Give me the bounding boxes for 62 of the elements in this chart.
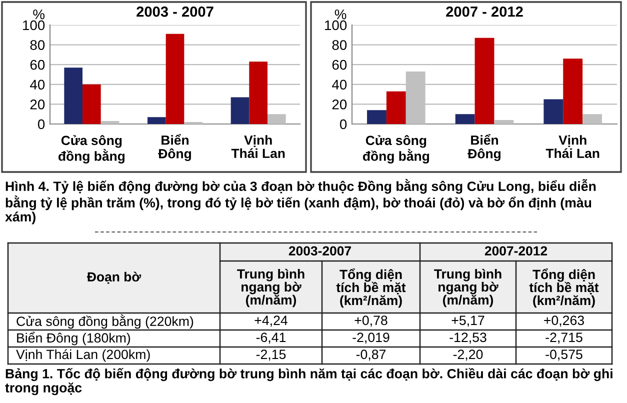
text: -12,53 bbox=[450, 332, 486, 344]
bar bbox=[544, 99, 564, 124]
bar bbox=[474, 38, 494, 124]
text: Vịnh Thái Lan (200km) bbox=[16, 349, 150, 362]
chart-title: 2003 - 2007 bbox=[136, 6, 214, 17]
bar bbox=[494, 120, 514, 124]
text: -2,715 bbox=[546, 332, 582, 344]
y-tick-label: 0 bbox=[38, 119, 45, 130]
text: -0,575 bbox=[546, 350, 582, 361]
text: Tổng diện tích bề mặt (km²/năm) bbox=[336, 268, 406, 308]
bar bbox=[268, 114, 286, 124]
y-tick-label: 80 bbox=[30, 40, 45, 50]
bar bbox=[230, 97, 250, 124]
y-tick-label: 60 bbox=[332, 60, 347, 70]
x-tick-label: Cửa sông đồng bằng bbox=[58, 135, 124, 164]
chart-title: 2007 - 2012 bbox=[446, 6, 523, 17]
text: -0,87 bbox=[356, 350, 386, 361]
x-tick-label: Vịnh Thái Lan bbox=[231, 135, 285, 158]
bar bbox=[148, 117, 166, 124]
y-tick-label: 100 bbox=[325, 20, 347, 30]
y-tick-label: 60 bbox=[30, 60, 45, 70]
x-tick-label: Cửa sông đồng bằng bbox=[363, 135, 429, 164]
y-tick-label: 80 bbox=[332, 40, 347, 50]
y-tick-label: 40 bbox=[332, 80, 347, 90]
y-tick-label: 0 bbox=[340, 119, 347, 130]
text: +5,17 bbox=[452, 316, 484, 327]
y-tick-label: 100 bbox=[23, 20, 45, 30]
x-tick-label: Biển Đông bbox=[158, 134, 191, 162]
text: -2,019 bbox=[352, 332, 390, 344]
text: +0,263 bbox=[544, 316, 584, 327]
text: -6,41 bbox=[256, 332, 286, 344]
bar bbox=[64, 68, 82, 124]
text: 2007-2012 bbox=[484, 246, 548, 256]
text: -2,15 bbox=[256, 350, 286, 361]
bar bbox=[582, 114, 602, 124]
text: Đoạn bờ bbox=[87, 272, 142, 284]
y-tick-label: 40 bbox=[30, 80, 45, 90]
bar bbox=[100, 121, 120, 124]
text: 2003-2007 bbox=[288, 246, 351, 256]
text: -2,20 bbox=[453, 350, 483, 361]
bar bbox=[249, 62, 268, 124]
text: Bảng 1. Tốc độ biến động đường bờ trung bình năm tại các đoạn bờ. Chiều dài các đoạn bờ ghi trong ngoặc bbox=[5, 368, 612, 396]
bar bbox=[82, 84, 101, 124]
text: +4,24 bbox=[254, 316, 288, 327]
x-tick-label: Vịnh Thái Lan bbox=[546, 135, 600, 158]
bar bbox=[563, 58, 583, 124]
bar bbox=[455, 114, 475, 124]
y-tick-label: 20 bbox=[30, 100, 45, 110]
x-tick-label: Biển Đông bbox=[468, 134, 500, 162]
text: Tổng diện tích bề mặt (km²/năm) bbox=[529, 268, 599, 308]
bar bbox=[166, 34, 184, 124]
text: +0,78 bbox=[354, 316, 388, 327]
bar bbox=[367, 110, 386, 124]
text: Hình 4. Tỷ lệ biến động đường bờ của 3 đoạn bờ thuộc Đồng bằng sông Cửu Long, biểu diễn bằng tỷ lệ phần trăm (%), trong đó tỷ lệ bờ tiến (xanh đậm), bờ thoái (đỏ) và bờ ổn định (màu xám) bbox=[5, 179, 596, 224]
bar bbox=[386, 91, 406, 124]
y-axis-title: % bbox=[33, 10, 45, 20]
text: Trung bình ngang bờ (m/năm) bbox=[434, 268, 502, 308]
text: Cửa sông đồng bằng (220km) bbox=[16, 314, 194, 329]
y-tick-label: 20 bbox=[332, 100, 347, 110]
text: Biển Đông (180km) bbox=[17, 332, 130, 346]
text: Trung bình ngang bờ (m/năm) bbox=[237, 268, 304, 308]
y-axis-title: % bbox=[334, 10, 346, 20]
